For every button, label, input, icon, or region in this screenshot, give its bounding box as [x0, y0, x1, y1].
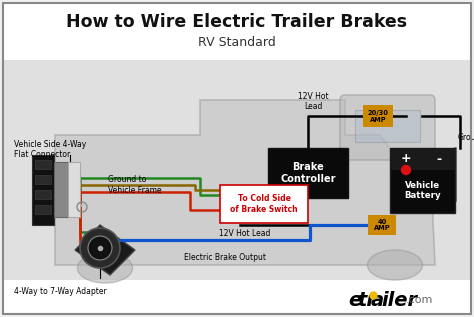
Bar	[32, 155, 54, 225]
Text: 40
AMP: 40 AMP	[374, 218, 390, 231]
Text: Brake
Controller: Brake Controller	[280, 162, 336, 184]
Bar	[390, 148, 455, 213]
Text: How to Wire Electric Trailer Brakes: How to Wire Electric Trailer Brakes	[66, 13, 408, 31]
Text: +: +	[401, 152, 411, 165]
Bar	[3, 60, 471, 280]
Circle shape	[80, 228, 120, 268]
Ellipse shape	[78, 253, 133, 283]
Bar	[355, 110, 420, 142]
Circle shape	[88, 236, 112, 260]
Text: 12V Hot
Lead: 12V Hot Lead	[298, 92, 328, 111]
Bar	[54, 162, 68, 217]
Text: 4-Way to 7-Way Adapter: 4-Way to 7-Way Adapter	[14, 288, 107, 296]
Text: Electric Brake Output: Electric Brake Output	[184, 254, 266, 262]
Bar	[35, 160, 51, 169]
Text: RV Standard: RV Standard	[198, 36, 276, 49]
Bar	[363, 105, 393, 127]
Bar	[35, 175, 51, 184]
FancyBboxPatch shape	[340, 95, 435, 160]
Text: 20/30
AMP: 20/30 AMP	[367, 109, 388, 122]
Text: tr: tr	[357, 290, 376, 309]
Text: a: a	[371, 290, 384, 309]
Polygon shape	[55, 100, 435, 265]
Text: Vehicle Side 4-Way
Flat Connector: Vehicle Side 4-Way Flat Connector	[14, 140, 86, 159]
Bar	[368, 215, 396, 235]
Text: e: e	[348, 290, 361, 309]
Bar	[220, 185, 308, 223]
Bar	[3, 3, 471, 63]
Ellipse shape	[367, 250, 422, 280]
Bar	[35, 190, 51, 199]
Text: Ground: Ground	[458, 133, 474, 143]
Text: To Cold Side
of Brake Switch: To Cold Side of Brake Switch	[230, 194, 298, 214]
Bar	[268, 148, 348, 198]
Bar	[68, 162, 80, 217]
Bar	[35, 205, 51, 214]
Text: 12V Hot Lead: 12V Hot Lead	[219, 229, 271, 237]
Polygon shape	[75, 225, 135, 275]
Text: .com: .com	[406, 295, 433, 305]
Circle shape	[401, 165, 410, 174]
Text: iler: iler	[381, 290, 417, 309]
Text: -: -	[437, 152, 442, 165]
Text: Vehicle
Battery: Vehicle Battery	[404, 181, 441, 200]
Text: Ground to
Vehicle Frame: Ground to Vehicle Frame	[108, 175, 162, 195]
Bar	[390, 148, 455, 170]
Bar	[3, 280, 471, 314]
